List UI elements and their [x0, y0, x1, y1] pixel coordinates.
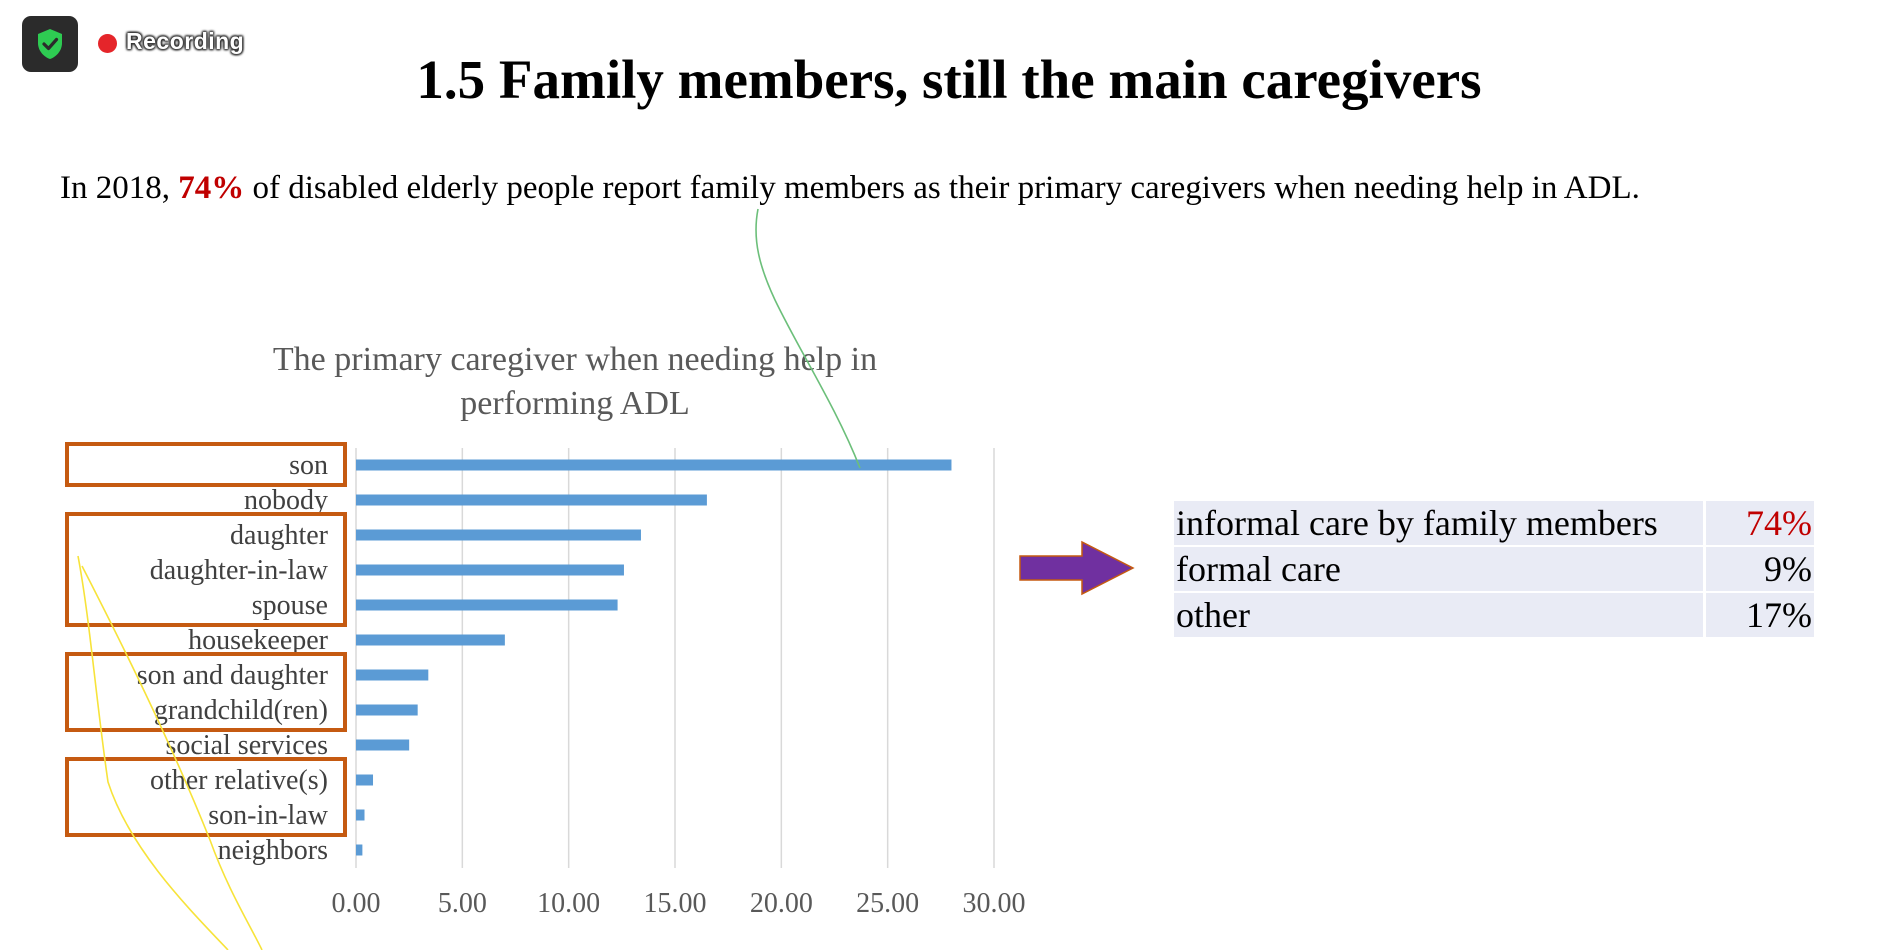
category-label: grandchild(ren)	[154, 695, 328, 726]
shield-check-icon	[38, 29, 62, 59]
highlight-box	[65, 442, 347, 487]
summary-label: other	[1174, 592, 1705, 639]
bar-daughter-in-law	[356, 564, 624, 576]
highlight-box	[65, 512, 347, 627]
bar-son-in-law	[356, 809, 365, 821]
bar-son-and-daughter	[356, 669, 429, 681]
bar-neighbors	[356, 844, 363, 856]
bar-nobody	[356, 494, 707, 506]
highlight-box	[65, 757, 347, 837]
recording-dot-icon	[98, 34, 117, 53]
category-label: son and daughter	[137, 660, 329, 691]
summary-row: informal care by family members 74%	[1174, 501, 1814, 547]
x-tick-label: 30.00	[963, 888, 1026, 919]
bar-spouse	[356, 599, 618, 611]
x-tick-label: 5.00	[438, 888, 487, 919]
summary-value: 9%	[1703, 546, 1814, 593]
summary-value: 74%	[1703, 501, 1814, 547]
bar-daughter	[356, 529, 641, 541]
category-label: son-in-law	[208, 800, 329, 831]
chart-bars	[356, 459, 952, 856]
annotation-ink	[77, 208, 861, 950]
recording-label: Recording	[126, 28, 245, 54]
category-label: social services	[166, 730, 329, 761]
yellow-annotation-stroke	[81, 565, 263, 950]
category-label: spouse	[252, 590, 328, 621]
category-label: neighbors	[218, 835, 328, 866]
bar-grandchild-ren-	[356, 704, 418, 716]
summary-label: formal care	[1174, 546, 1705, 593]
x-tick-label: 0.00	[332, 888, 381, 919]
chart-gridlines	[355, 448, 995, 868]
category-label: son	[289, 450, 328, 481]
right-arrow-icon	[1019, 540, 1135, 596]
green-annotation-stroke	[755, 208, 861, 469]
summary-value: 17%	[1703, 592, 1814, 639]
category-label: other relative(s)	[150, 765, 328, 796]
chart-category-labels: son nobody daughter daughter-in-law spouse ho…	[137, 450, 329, 866]
chart-title-line-2: performing ADL	[460, 385, 690, 422]
highlight-boxes	[65, 442, 347, 837]
bar-social-services	[356, 739, 410, 751]
highlight-box	[65, 652, 347, 732]
bar-other-relative-s-	[356, 774, 374, 786]
care-summary-table: informal care by family members 74% form…	[1174, 501, 1814, 639]
x-tick-label: 10.00	[537, 888, 600, 919]
lead-text-after: of disabled elderly people report family…	[244, 170, 1640, 206]
summary-label: informal care by family members	[1174, 501, 1705, 547]
summary-row: formal care 9%	[1174, 546, 1814, 593]
lead-text-before: In 2018,	[60, 170, 179, 206]
shield-badge[interactable]	[22, 16, 78, 72]
yellow-annotation-stroke	[77, 555, 229, 950]
x-tick-label: 15.00	[644, 888, 707, 919]
category-label: housekeeper	[188, 625, 329, 656]
slide-title: 1.5 Family members, still the main careg…	[416, 49, 1482, 110]
chart-tick-labels: 0.00 5.00 10.00 15.00 20.00 25.00 30.00	[332, 888, 1026, 919]
x-tick-label: 20.00	[750, 888, 813, 919]
x-tick-label: 25.00	[856, 888, 919, 919]
chart-title-line-1: The primary caregiver when needing help …	[272, 341, 878, 378]
chart-title: The primary caregiver when needing help …	[180, 338, 970, 426]
lead-highlight: 74%	[178, 170, 245, 206]
summary-row: other 17%	[1174, 592, 1814, 639]
category-label: daughter-in-law	[150, 555, 329, 586]
bar-housekeeper	[356, 634, 505, 646]
category-label: daughter	[230, 520, 329, 551]
category-label: nobody	[244, 485, 328, 516]
bar-son	[356, 459, 952, 471]
lead-sentence: In 2018, 74% of disabled elderly people …	[60, 170, 1640, 207]
